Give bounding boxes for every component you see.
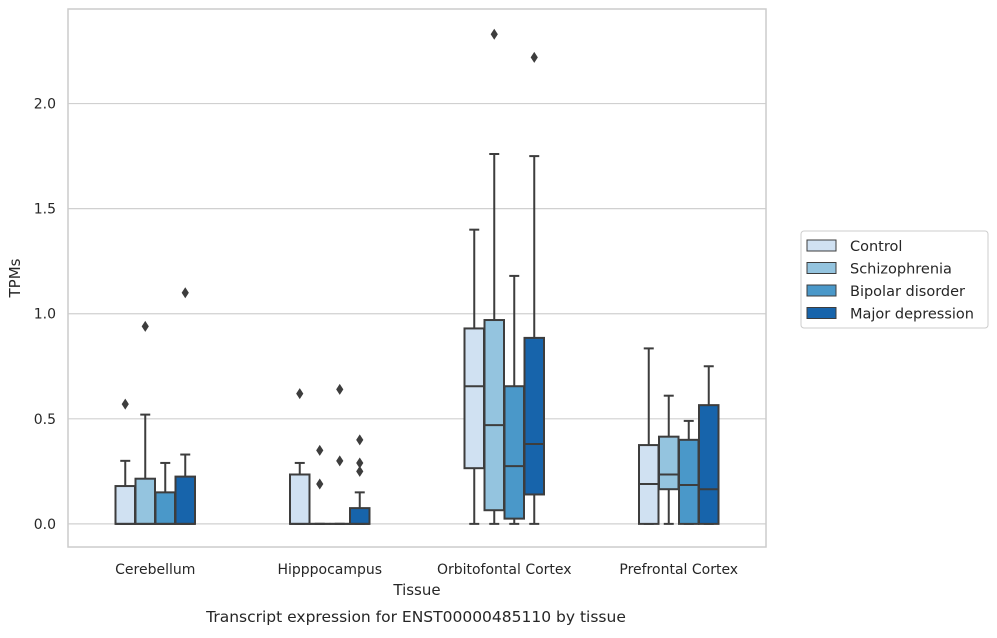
x-tick-label: Prefrontal Cortex bbox=[619, 562, 738, 578]
legend-swatch bbox=[807, 240, 836, 251]
outlier-point bbox=[356, 434, 363, 445]
legend: Control Schizophrenia Bipolar disorder Majo… bbox=[801, 231, 988, 328]
box-body bbox=[505, 386, 525, 518]
box-control bbox=[639, 348, 659, 523]
box-body bbox=[679, 440, 699, 524]
box-body bbox=[485, 320, 505, 510]
x-tick-label: Hipppocampus bbox=[277, 562, 382, 578]
box-body bbox=[176, 477, 196, 524]
y-tick-label: 0.0 bbox=[34, 517, 56, 533]
legend-swatch bbox=[807, 308, 836, 319]
outlier-point bbox=[142, 321, 149, 332]
box-bipolar-disorder bbox=[505, 276, 525, 524]
x-tick-labels: Cerebellum Hipppocampus Orbitofontal Corte… bbox=[115, 562, 738, 578]
box-major-depression bbox=[525, 156, 545, 524]
box-control bbox=[116, 461, 136, 524]
box-control bbox=[465, 230, 485, 524]
box-body bbox=[465, 328, 485, 468]
outlier-point bbox=[182, 287, 189, 298]
box-control bbox=[290, 463, 310, 524]
box-bipolar-disorder bbox=[156, 463, 176, 524]
box-schizophrenia bbox=[485, 154, 505, 524]
box-body bbox=[525, 338, 545, 495]
y-tick-label: 0.5 bbox=[34, 412, 56, 428]
outlier-point bbox=[491, 29, 498, 40]
boxes bbox=[116, 154, 719, 524]
outlier-point bbox=[336, 455, 343, 466]
legend-label: Bipolar disorder bbox=[850, 284, 965, 300]
box-body bbox=[116, 486, 136, 524]
outlier-point bbox=[296, 388, 303, 399]
legend-label: Schizophrenia bbox=[850, 262, 952, 278]
box-schizophrenia bbox=[659, 396, 679, 524]
box-body bbox=[350, 508, 370, 524]
outlier-point bbox=[356, 457, 363, 468]
x-axis-title: Tissue bbox=[392, 581, 440, 599]
x-tick-label: Cerebellum bbox=[115, 562, 195, 578]
outlier-point bbox=[122, 399, 129, 410]
legend-label: Major depression bbox=[850, 307, 974, 323]
box-body bbox=[699, 405, 719, 524]
legend-label: Control bbox=[850, 239, 902, 255]
box-major-depression bbox=[699, 366, 719, 524]
y-tick-label: 2.0 bbox=[34, 97, 56, 113]
box-body bbox=[659, 437, 679, 490]
y-tick-label: 1.5 bbox=[34, 202, 56, 218]
box-body bbox=[156, 492, 176, 524]
outlier-point bbox=[316, 478, 323, 489]
box-body bbox=[136, 479, 156, 524]
box-major-depression bbox=[350, 492, 370, 524]
y-tick-label: 1.0 bbox=[34, 307, 56, 323]
y-tick-labels: 0.0 0.5 1.0 1.5 2.0 bbox=[34, 97, 56, 533]
chart-caption: Transcript expression for ENST0000048511… bbox=[205, 608, 626, 626]
legend-swatch bbox=[807, 285, 836, 296]
outlier-point bbox=[316, 445, 323, 456]
box-bipolar-disorder bbox=[679, 421, 699, 524]
box-body bbox=[290, 474, 310, 523]
x-tick-label: Orbitofontal Cortex bbox=[437, 562, 572, 578]
legend-swatch bbox=[807, 263, 836, 274]
y-axis-title: TPMs bbox=[6, 258, 24, 298]
box-schizophrenia bbox=[136, 415, 156, 524]
outlier-point bbox=[336, 384, 343, 395]
box-major-depression bbox=[176, 455, 196, 524]
outlier-point bbox=[531, 52, 538, 63]
